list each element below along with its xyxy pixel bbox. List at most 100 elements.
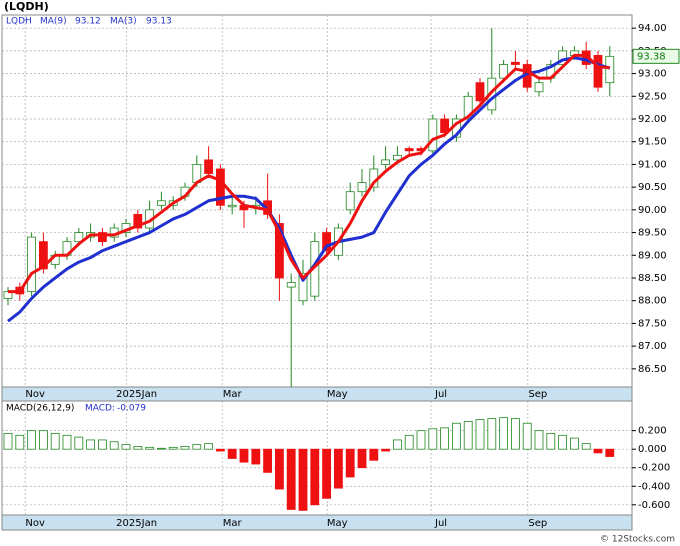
x-tick-label: Mar — [223, 389, 243, 400]
macd-bar — [192, 444, 202, 450]
legend-symbol: LQDH — [6, 17, 32, 27]
macd-bar — [546, 433, 556, 450]
y-tick-label: 90.00 — [638, 205, 667, 216]
candle-body — [204, 159, 214, 174]
last-price-box — [632, 48, 680, 64]
macd-bar — [451, 422, 461, 450]
y-tick-label: 87.00 — [638, 341, 667, 352]
macd-bar — [156, 447, 166, 450]
candle-body — [475, 82, 485, 102]
candle-body — [510, 61, 520, 65]
macd-bar — [404, 434, 414, 450]
candle-body — [392, 154, 402, 161]
macd-bar — [333, 448, 343, 489]
legend-name: MACD(26,12,9) — [6, 404, 74, 414]
macd-bar — [593, 448, 603, 454]
candle-body — [440, 118, 450, 134]
candle-body — [156, 200, 166, 206]
candle-body — [463, 95, 473, 120]
y-tick-label: 94.00 — [638, 23, 667, 34]
macd-bar — [86, 439, 95, 450]
legend-value: 93.13 — [146, 17, 172, 27]
candle-body — [404, 148, 414, 152]
y-tick-label: 93.00 — [638, 69, 667, 80]
legend: LQDH MA(9) 93.12 MA(3) 93.13 MACD(26,12,… — [6, 17, 172, 414]
macd-bar — [345, 448, 355, 478]
macd-bar — [428, 428, 438, 450]
macd-bar — [227, 448, 237, 459]
legend-name: MACD: — [85, 404, 115, 414]
macd-bar — [510, 418, 520, 450]
macd-bar — [581, 443, 591, 450]
y-tick-label: 89.00 — [638, 250, 667, 261]
macd-bar — [215, 448, 225, 452]
y-tick-label: 90.50 — [638, 182, 667, 193]
x-tick-label: Mar — [223, 518, 243, 529]
candle-body — [605, 55, 615, 84]
macd-bar — [74, 436, 84, 450]
macd-bar — [121, 444, 131, 450]
macd-bar — [3, 433, 13, 450]
macd-bar — [286, 448, 296, 510]
legend-value: 93.12 — [75, 17, 101, 27]
candle-body — [428, 118, 438, 152]
x-tick-label: May — [327, 518, 348, 529]
macd-bar — [15, 434, 25, 450]
macd-bar — [605, 448, 615, 457]
y-tick-label: 89.50 — [638, 228, 667, 239]
candle-body — [381, 159, 391, 165]
x-tick-label: 2025Jan — [116, 389, 157, 400]
y-tick-label: 91.50 — [638, 137, 667, 148]
candle-body — [534, 82, 544, 93]
macd-bar — [570, 437, 579, 450]
y-tick-label: 92.50 — [638, 91, 667, 102]
macd-bar — [440, 427, 450, 450]
y-tick-label: 88.50 — [638, 273, 667, 284]
candle-body — [274, 223, 284, 279]
candle-body — [322, 232, 332, 252]
y-tick-label: -0.200 — [638, 463, 670, 474]
x-tick-label: 2025Jan — [116, 518, 157, 529]
macd-bar — [133, 446, 143, 450]
macd-bar — [298, 448, 308, 511]
macd-bar — [27, 430, 37, 450]
x-tick-label: Jul — [434, 518, 447, 529]
macd-bar — [109, 441, 119, 450]
x-tick-label: Sep — [528, 389, 547, 400]
y-tick-label: 0.000 — [638, 444, 667, 455]
legend-name: MA(3) — [110, 17, 137, 27]
macd-bar — [392, 439, 402, 450]
macd-bar — [534, 430, 544, 450]
candle-body — [74, 232, 84, 243]
x-tick-label: Nov — [25, 518, 45, 529]
macd-bar — [168, 446, 178, 450]
macd-bar — [98, 439, 107, 450]
x-tick-label: Nov — [25, 389, 45, 400]
candle-body — [357, 182, 367, 193]
y-tick-label: 91.00 — [638, 159, 667, 170]
y-tick-label: 86.50 — [638, 364, 667, 375]
macd-bar — [487, 418, 497, 450]
macd-bar — [357, 448, 367, 469]
legend-name: MA(9) — [40, 17, 67, 27]
legend-value: -0.079 — [117, 404, 146, 414]
candle-body — [39, 241, 48, 270]
macd-bar — [274, 448, 284, 490]
y-tick-label: 87.50 — [638, 318, 667, 329]
y-tick-label: 92.00 — [638, 114, 667, 125]
y-tick-label: -0.400 — [638, 481, 670, 492]
macd-bar — [50, 433, 60, 450]
macd-bar — [239, 448, 249, 463]
y-tick-label: -0.600 — [638, 500, 670, 511]
last-price-box: 93.38 — [632, 48, 680, 64]
candle-body — [593, 55, 603, 88]
y-tick-label: 88.00 — [638, 296, 667, 307]
x-tick-label: May — [327, 389, 348, 400]
candle-body — [133, 213, 143, 229]
macd-bar — [145, 446, 155, 450]
candle-body — [286, 282, 296, 288]
x-axis-strip — [1, 514, 633, 531]
macd-bar — [310, 448, 320, 506]
macd-bar — [369, 448, 379, 461]
